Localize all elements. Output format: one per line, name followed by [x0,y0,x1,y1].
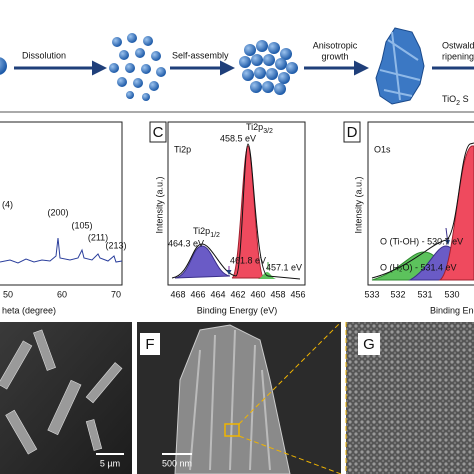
peak-label: (211) [88,232,108,242]
tick-label: 530 [444,289,459,299]
subscript: 3/2 [263,128,273,135]
step-label: Self-assembly [172,50,229,60]
peak-label: Ti2p1/2 [193,226,220,238]
xrd-curve [0,237,123,264]
product-label: TiO2 S [442,94,469,106]
tick-label: 533 [364,289,379,299]
panel-label: D [347,124,358,141]
scale-bar-label: 5 µm [100,458,120,468]
peak-label: (4) [2,199,13,209]
energy-label: 461.8 eV [230,255,266,265]
xrd-panel: (4) (200) (105) (211) (213) 50 60 70 het… [0,121,127,315]
panel-label-box [140,333,160,355]
peak-label: (105) [71,220,92,230]
peak-label: Ti2p3/2 [246,122,273,134]
panel-title: O1s [374,144,391,154]
step-label: growth [321,51,348,61]
sphere [0,57,7,75]
tick-label: 462 [230,289,245,299]
energy-label: 457.1 eV [266,262,302,272]
tick-label: 466 [190,289,205,299]
axis-label: heta (degree) [2,305,56,315]
axis-label: Intensity (a.u.) [353,176,363,233]
sphere-group [109,33,166,101]
o1s-panel: D O1s O (Ti-OH) - 530.7 eV O (H₂O) - 531… [343,121,474,315]
peak-label: (213) [105,240,126,250]
subscript: 1/2 [210,232,220,239]
tick-label: 70 [111,289,121,299]
axis-label: Intensity (a.u.) [154,176,164,233]
step-label: Anisotropic [313,40,358,50]
tick-label: 50 [3,289,13,299]
tick-label: 60 [57,289,67,299]
component-label: O (Ti-OH) - 530.7 eV [380,236,463,246]
step-label: Dissolution [22,50,66,60]
tick-label: 532 [390,289,405,299]
panel-label-box [343,121,361,143]
rod-texture [189,329,271,471]
frame [0,121,123,286]
zoom-line [238,321,342,425]
rod-texture [379,31,421,101]
energy-label: 458.5 eV [220,133,256,143]
peak-label: (200) [47,207,68,217]
peak [174,245,231,279]
panel-label-box [149,121,167,143]
step-label: ripening [442,51,474,61]
sem-row: 5 µm F 500 nm G [0,321,474,474]
text: Ti2p [246,122,263,132]
ti2p-panel: C Ti2p Ti2p3/2 458.5 eV Ti2p1/2 464.3 eV… [149,121,306,315]
text: TiO [442,94,456,104]
tick-label: 460 [250,289,265,299]
step-label: Ostwald [442,40,474,50]
aggregate [239,40,298,95]
rods [0,329,123,455]
panel-label-box [358,333,380,355]
schematic: Dissolution Self-assembly Anisotropic gr… [0,27,474,107]
panel-label: G [363,336,375,353]
panel-label: C [153,124,164,141]
zoom-line [238,435,342,474]
subscript: 2 [456,100,460,107]
axis-label: Binding Ene [430,305,474,315]
rod [375,27,425,105]
tick-label: 456 [290,289,305,299]
component-label: O (H₂O) - 531.4 eV [380,262,457,272]
panel-label: F [145,336,154,353]
tick-label: 468 [170,289,185,299]
axis-label: Binding Energy (eV) [197,305,278,315]
scale-bar-label: 500 nm [162,458,192,468]
text: S [460,94,469,104]
panel-title: Ti2p [174,144,191,154]
arrow [445,227,450,245]
text: Ti2p [193,226,210,236]
envelope [171,143,301,280]
zoom-box [224,423,240,437]
energy-label: 464.3 eV [168,238,204,248]
tick-label: 458 [270,289,285,299]
tick-label: 464 [210,289,225,299]
tick-label: 531 [417,289,432,299]
